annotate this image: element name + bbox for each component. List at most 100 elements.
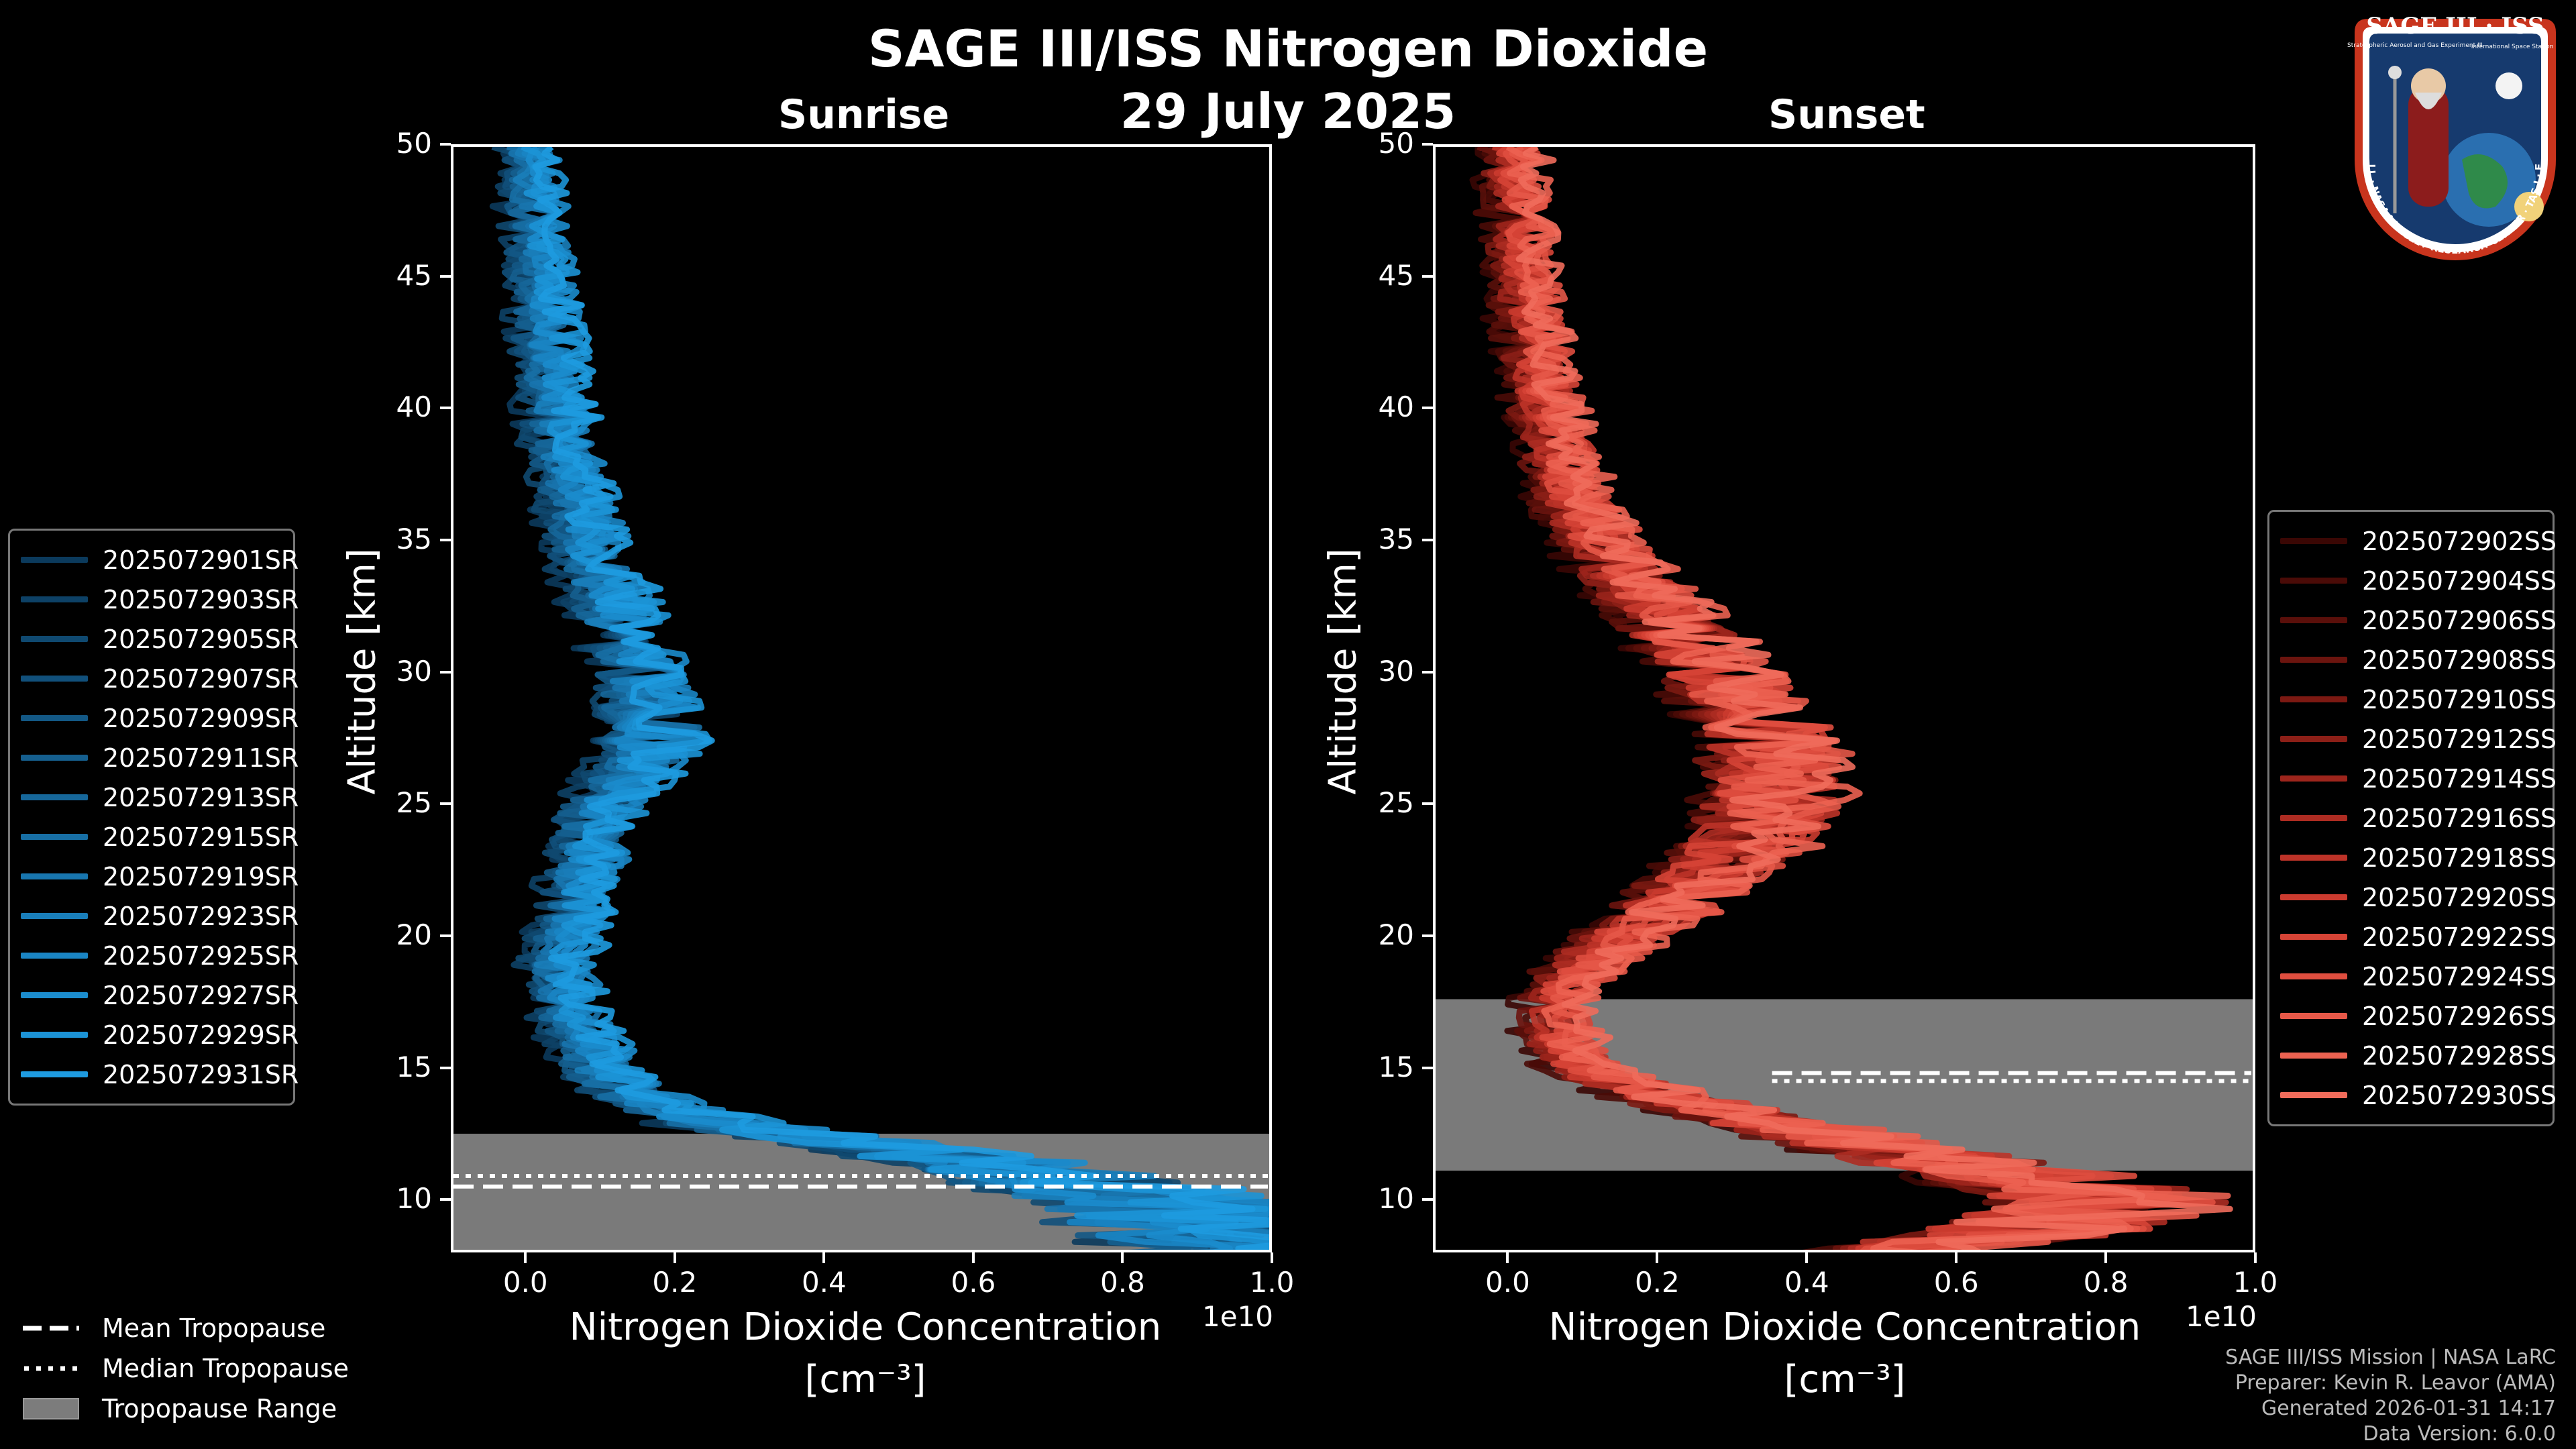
legend-label: 2025072913SR: [103, 782, 299, 812]
legend-label: 2025072907SR: [103, 663, 299, 694]
legend-label: 2025072915SR: [103, 822, 299, 852]
legend-item: 2025072916SS: [2280, 798, 2557, 838]
sunset-y-axis-label: Altitude [km]: [1321, 548, 1365, 795]
legend-item: 2025072912SS: [2280, 719, 2557, 759]
sunrise-y-axis-label: Altitude [km]: [340, 548, 384, 795]
legend-item: 2025072928SS: [2280, 1036, 2557, 1075]
legend-item: 2025072909SR: [21, 698, 299, 738]
legend-item: 2025072913SR: [21, 777, 299, 817]
legend-swatch: [2280, 578, 2347, 584]
dotted-line-swatch: [23, 1364, 79, 1373]
legend-swatch: [2280, 657, 2347, 663]
legend-swatch: [2280, 1092, 2347, 1098]
sunset-legend: 2025072902SS 2025072904SS 2025072906SS 2025…: [2267, 510, 2557, 1126]
y-tick-mark: [440, 143, 451, 146]
legend-label: 2025072923SR: [103, 901, 299, 931]
legend-swatch: [2280, 1013, 2347, 1019]
y-tick-label: 45: [1378, 258, 1414, 292]
y-tick-mark: [440, 802, 451, 806]
x-tick-label: 1.0: [2233, 1266, 2278, 1299]
legend-swatch: [21, 557, 88, 563]
median-tropopause-legend-item: Median Tropopause: [23, 1348, 349, 1389]
median-tropopause-label: Median Tropopause: [102, 1354, 349, 1383]
legend-label: 2025072902SS: [2362, 526, 2557, 556]
legend-label: 2025072906SS: [2362, 605, 2557, 635]
y-tick-label: 25: [1378, 786, 1414, 820]
legend-swatch: [2280, 775, 2347, 782]
x-tick-label: 0.0: [502, 1266, 548, 1299]
gray-patch-swatch: [23, 1398, 79, 1419]
x-tick-label: 0.8: [2083, 1266, 2129, 1299]
y-tick-label: 30: [396, 654, 432, 688]
y-tick-label: 40: [1378, 390, 1414, 424]
x-tick-mark: [1955, 1252, 1958, 1263]
legend-label: 2025072908SS: [2362, 645, 2557, 675]
y-tick-label: 15: [1378, 1050, 1414, 1083]
legend-swatch: [2280, 855, 2347, 861]
y-tick-mark: [1422, 802, 1433, 806]
legend-item: 2025072915SR: [21, 817, 299, 857]
legend-item: 2025072926SS: [2280, 996, 2557, 1036]
sunrise-x-axis-title: Nitrogen Dioxide Concentration: [569, 1305, 1162, 1349]
x-tick-label: 1.0: [1249, 1266, 1295, 1299]
legend-swatch: [2280, 696, 2347, 702]
y-tick-label: 45: [396, 258, 432, 292]
legend-label: 2025072914SS: [2362, 763, 2557, 794]
legend-swatch: [21, 873, 88, 879]
x-tick-mark: [673, 1252, 676, 1263]
x-tick-label: 0.4: [801, 1266, 847, 1299]
svg-text:SAGE III · ISS: SAGE III · ISS: [2366, 13, 2544, 40]
legend-item: 2025072927SR: [21, 975, 299, 1015]
legend-label: 2025072931SR: [103, 1059, 299, 1089]
legend-item: 2025072925SR: [21, 936, 299, 975]
sunrise-x-multiplier: 1e10: [1202, 1300, 1274, 1333]
footer-credits: SAGE III/ISS Mission | NASA LaRC Prepare…: [2225, 1345, 2556, 1447]
y-tick-mark: [1422, 1066, 1433, 1069]
legend-label: 2025072922SS: [2362, 922, 2557, 952]
sunset-x-axis-label: Nitrogen Dioxide Concentration [cm⁻³]: [1476, 1301, 2214, 1407]
sunrise-panel-title: Sunrise: [778, 91, 950, 138]
y-tick-mark: [440, 670, 451, 674]
x-tick-mark: [2104, 1252, 2108, 1263]
figure-title: SAGE III/ISS Nitrogen Dioxide: [867, 19, 1709, 78]
legend-label: 2025072930SS: [2362, 1080, 2557, 1110]
x-tick-label: 0.4: [1784, 1266, 1829, 1299]
legend-item: 2025072910SS: [2280, 680, 2557, 719]
x-tick-mark: [1805, 1252, 1809, 1263]
sunset-x-axis-title: Nitrogen Dioxide Concentration: [1548, 1305, 2141, 1349]
x-tick-mark: [1271, 1252, 1273, 1263]
y-tick-label: 20: [396, 918, 432, 951]
legend-item: 2025072924SS: [2280, 957, 2557, 996]
legend-label: 2025072905SR: [103, 624, 299, 654]
y-tick-label: 35: [1378, 523, 1414, 555]
legend-swatch: [21, 1032, 88, 1038]
y-tick-label: 40: [396, 390, 432, 424]
legend-item: 2025072918SS: [2280, 838, 2557, 877]
sunset-panel-title: Sunset: [1768, 91, 1925, 138]
sunset-x-multiplier: 1e10: [2186, 1300, 2257, 1333]
y-tick-mark: [1422, 934, 1433, 937]
y-tick-mark: [1422, 539, 1433, 541]
legend-label: 2025072924SS: [2362, 961, 2557, 991]
legend-item: 2025072929SR: [21, 1015, 299, 1055]
legend-swatch: [21, 992, 88, 998]
y-tick-mark: [1422, 670, 1433, 674]
legend-swatch: [2280, 934, 2347, 940]
legend-label: 2025072927SR: [103, 980, 299, 1010]
legend-item: 2025072903SR: [21, 580, 299, 619]
y-tick-mark: [440, 1198, 451, 1201]
legend-swatch: [21, 1071, 88, 1077]
y-tick-label: 35: [396, 523, 432, 555]
legend-item: 2025072906SS: [2280, 600, 2557, 640]
legend-label: 2025072919SR: [103, 861, 299, 892]
legend-swatch: [2280, 538, 2347, 544]
y-tick-label: 30: [1378, 654, 1414, 688]
y-tick-mark: [440, 407, 451, 410]
sunset-plot-area: [1433, 144, 2255, 1252]
legend-label: 2025072910SS: [2362, 684, 2557, 714]
legend-label: 2025072928SS: [2362, 1040, 2557, 1071]
legend-label: 2025072918SS: [2362, 843, 2557, 873]
legend-item: 2025072914SS: [2280, 759, 2557, 798]
x-tick-label: 0.6: [1933, 1266, 1979, 1299]
x-tick-mark: [1506, 1252, 1509, 1263]
